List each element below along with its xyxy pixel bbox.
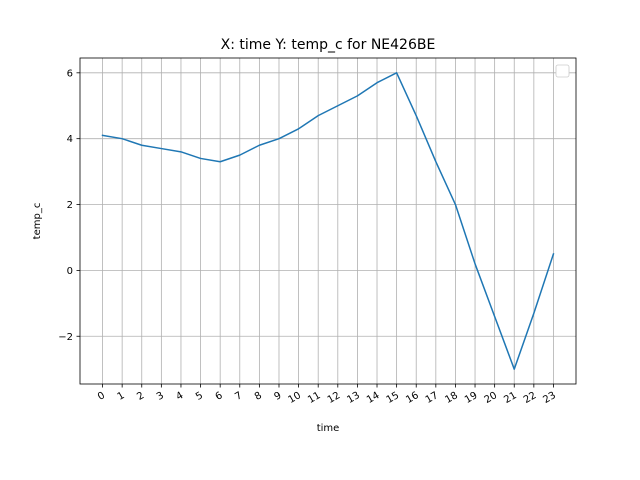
x-tick-label: 1 [116, 390, 127, 403]
y-axis: 6 4 2 0 −2 [58, 68, 80, 343]
x-tick-label: 7 [233, 390, 244, 403]
x-tick-label: 0 [96, 390, 107, 403]
x-tick-label: 5 [194, 390, 205, 403]
chart-title: X: time Y: temp_c for NE426BE [221, 37, 436, 53]
x-tick-label: 3 [155, 390, 166, 403]
legend-box [555, 64, 570, 78]
x-tick-label: 8 [253, 390, 264, 403]
y-gridlines [80, 72, 576, 337]
y-tick-label: 2 [67, 200, 73, 211]
plot-frame [79, 57, 577, 385]
y-tick-label: 0 [67, 266, 73, 277]
y-tick-label: −2 [58, 332, 73, 343]
y-tick-label: 6 [67, 68, 73, 79]
y-axis-label: temp_c [32, 203, 43, 240]
x-tick-label: 4 [174, 390, 185, 403]
x-tick-label: 6 [214, 390, 225, 403]
x-tick-label: 9 [272, 390, 283, 403]
x-axis-label: time [317, 423, 340, 434]
y-tick-label: 4 [67, 134, 73, 145]
x-gridlines [102, 58, 554, 384]
x-axis: 0 1 2 3 4 5 6 7 8 9 10 11 12 13 14 15 16 17 18 19 20 21 22 23 [96, 384, 558, 406]
series-line [101, 72, 555, 370]
x-tick-label: 2 [135, 390, 146, 403]
